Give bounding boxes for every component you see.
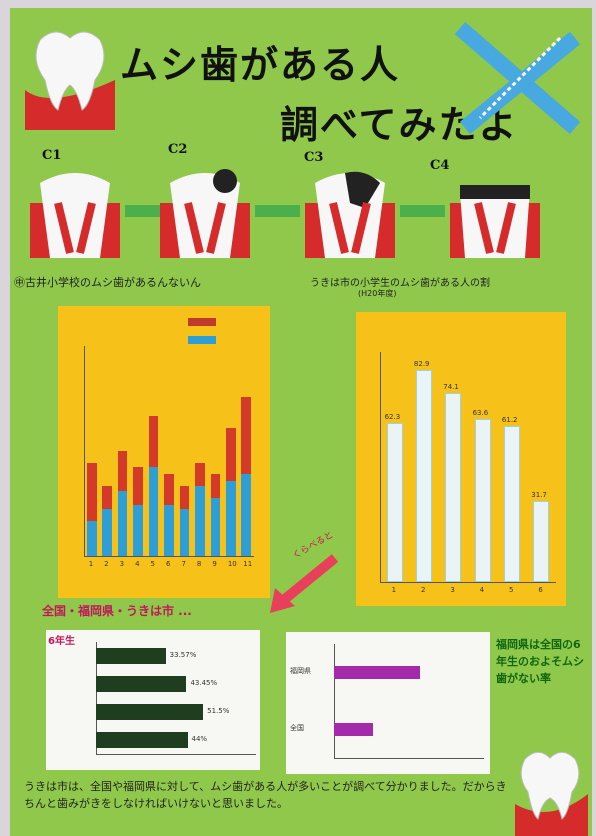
- data-label: 33.57%: [169, 651, 197, 659]
- stage-label-c3: C3: [304, 150, 324, 165]
- compare-arrow-icon: [270, 554, 339, 613]
- data-label: 62.3: [384, 412, 401, 421]
- chart-panel-grade6: 6年生 33.57% 43.45% 51.5% 44%: [46, 630, 260, 770]
- x-axis: [334, 758, 484, 759]
- bar: [96, 675, 187, 693]
- bar: [445, 392, 462, 582]
- right-note: 福岡県は全国の6年生のおよそムシ歯がない率: [496, 638, 584, 685]
- data-label: 63.6: [472, 409, 489, 418]
- bar-subset: [195, 486, 205, 556]
- bar: [503, 425, 521, 582]
- tooth-icon: [515, 751, 588, 836]
- data-label: 44%: [191, 735, 208, 743]
- x-axis: [380, 582, 556, 583]
- title-line1: ムシ歯がある人: [120, 42, 401, 87]
- bar: [386, 422, 403, 582]
- toothbrush-cross-icon: [454, 21, 581, 135]
- data-label: 51.5%: [207, 707, 230, 715]
- bar-subset: [148, 467, 159, 556]
- stage-label-c2: C2: [168, 142, 188, 157]
- bar-subset: [226, 481, 236, 556]
- x-tick-label: 2: [104, 560, 109, 568]
- x-tick-label: 9: [212, 560, 217, 568]
- tooth-c3-icon: [305, 171, 395, 258]
- stage-label-c1: C1: [42, 148, 62, 163]
- bar-subset: [117, 490, 128, 556]
- arrow-c1-c2: [125, 205, 170, 217]
- data-label: 74.1: [443, 382, 459, 391]
- bar-total: [86, 462, 97, 556]
- x-tick-label: 8: [196, 560, 202, 568]
- y-axis: [96, 642, 97, 754]
- caption-left: ㊥古井小学校のムシ歯があるんないん: [14, 276, 201, 289]
- y-tick-label: 全国: [290, 724, 304, 733]
- legend-swatch-b: [188, 336, 216, 344]
- bar: [334, 723, 373, 736]
- chart-panel-city: 62.3 82.9 74.1 63.6 61.2 31.7 1 2 3 4 5 6: [356, 312, 566, 606]
- bar-subset: [86, 521, 97, 556]
- data-label: 82.9: [413, 360, 430, 369]
- data-label: 61.2: [501, 415, 518, 424]
- x-tick-label: 3: [450, 586, 455, 594]
- bar: [96, 731, 188, 749]
- x-tick-label: 6: [538, 586, 543, 594]
- bar: [96, 647, 166, 665]
- tooth-icon: [25, 31, 115, 130]
- decay-stages-illustration: [30, 169, 540, 258]
- x-tick-label: 7: [181, 560, 186, 568]
- bar-subset: [164, 504, 174, 556]
- arrow-c2-c3: [255, 205, 300, 217]
- x-tick-label: 1: [391, 586, 397, 594]
- plot-area: 福岡県 全国: [290, 644, 484, 758]
- chart-panel-region: 福岡県 全国: [286, 632, 490, 774]
- y-axis: [334, 644, 335, 758]
- bar: [533, 500, 550, 582]
- chart-panel-school: 1 2 3 4 5 6 7 8 9 10 11: [58, 306, 270, 598]
- bar: [415, 370, 433, 582]
- x-tick-label: 4: [479, 586, 485, 594]
- legend-swatch-a: [188, 318, 216, 326]
- y-axis: [84, 346, 85, 556]
- bar-subset: [210, 497, 221, 556]
- x-axis: [84, 556, 254, 557]
- x-tick-label: 3: [119, 560, 125, 568]
- plot-area: [84, 346, 254, 556]
- tooth-c4-icon: [450, 185, 540, 258]
- bar-subset: [241, 474, 252, 556]
- bar-subset: [179, 509, 190, 556]
- plot-area: 62.3 82.9 74.1 63.6 61.2 31.7: [380, 352, 556, 582]
- stage-label-c4: C4: [430, 158, 450, 173]
- bottom-text: うきは市は、全国や福岡県に対して、ムシ歯がある人が多いことが調べて分かりました。…: [24, 780, 507, 810]
- tooth-c1-icon: [30, 173, 120, 258]
- data-label: 31.7: [531, 490, 547, 499]
- caption-right: うきは市の小学生のムシ歯がある人の割: [310, 278, 490, 289]
- plot-area: 33.57% 43.45% 51.5% 44%: [96, 642, 256, 754]
- x-tick-label: 10: [227, 560, 237, 568]
- data-label: 43.45%: [190, 679, 218, 687]
- grade-label: 6年生: [48, 636, 75, 647]
- bar: [334, 666, 421, 679]
- caption-right-sub: (H20年度): [358, 289, 397, 298]
- x-tick-label: 5: [150, 560, 155, 568]
- tooth-c2-icon: [160, 169, 250, 258]
- bar: [96, 703, 204, 721]
- bar: [474, 419, 491, 582]
- y-tick-label: 福岡県: [290, 667, 311, 676]
- arrow-c3-c4: [400, 205, 445, 217]
- x-tick-row: 1 2 3 4 5 6 7 8 9 10 11: [84, 560, 254, 580]
- x-tick-label: 6: [166, 560, 171, 568]
- x-tick-label: 2: [421, 586, 426, 594]
- x-tick-label: 4: [135, 560, 140, 568]
- x-axis: [96, 754, 256, 755]
- x-tick-label: 1: [88, 560, 94, 568]
- x-tick-label: 5: [509, 586, 514, 594]
- y-axis: [380, 352, 381, 582]
- compare-heading: 全国・福岡県・うきは市 ...: [42, 604, 192, 618]
- x-tick-label: 11: [243, 560, 253, 568]
- x-tick-row: 1 2 3 4 5 6: [380, 586, 556, 602]
- bar-subset: [133, 504, 143, 556]
- bar-subset: [102, 509, 112, 556]
- poster: ムシ歯がある人 調べてみたよ C1 C2 C3 C4: [10, 8, 592, 836]
